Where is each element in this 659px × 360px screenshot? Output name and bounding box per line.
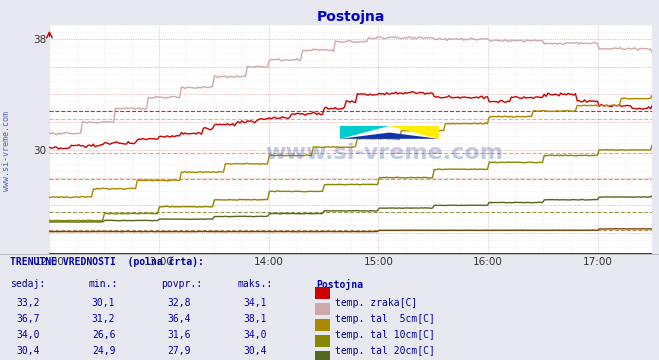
Text: 34,0: 34,0 [16, 330, 40, 340]
Text: povpr.:: povpr.: [161, 279, 202, 289]
Text: 36,4: 36,4 [167, 314, 191, 324]
Text: 36,7: 36,7 [16, 314, 40, 324]
Text: 26,6: 26,6 [92, 330, 115, 340]
FancyBboxPatch shape [315, 351, 330, 360]
Text: temp. tal 20cm[C]: temp. tal 20cm[C] [335, 346, 435, 356]
Text: 38,1: 38,1 [243, 314, 267, 324]
Text: temp. tal  5cm[C]: temp. tal 5cm[C] [335, 314, 435, 324]
Text: 31,2: 31,2 [92, 314, 115, 324]
Polygon shape [340, 132, 439, 139]
Text: 30,4: 30,4 [16, 346, 40, 356]
Text: maks.:: maks.: [237, 279, 272, 289]
Text: www.si-vreme.com: www.si-vreme.com [2, 111, 11, 191]
Text: 30,4: 30,4 [243, 346, 267, 356]
Title: Postojna: Postojna [317, 10, 385, 24]
FancyBboxPatch shape [315, 303, 330, 315]
Text: 32,8: 32,8 [167, 298, 191, 309]
Text: 34,0: 34,0 [243, 330, 267, 340]
Polygon shape [389, 126, 439, 139]
Text: min.:: min.: [89, 279, 119, 289]
Text: Postojna: Postojna [316, 279, 363, 290]
Text: temp. tal 10cm[C]: temp. tal 10cm[C] [335, 330, 435, 340]
Text: 24,9: 24,9 [92, 346, 115, 356]
Polygon shape [340, 126, 389, 139]
Text: www.si-vreme.com: www.si-vreme.com [265, 143, 503, 163]
Text: temp. zraka[C]: temp. zraka[C] [335, 298, 417, 309]
FancyBboxPatch shape [315, 335, 330, 347]
Text: sedaj:: sedaj: [10, 279, 45, 289]
FancyBboxPatch shape [315, 319, 330, 331]
Text: TRENUTNE VREDNOSTI  (polna črta):: TRENUTNE VREDNOSTI (polna črta): [10, 257, 204, 267]
FancyBboxPatch shape [315, 287, 330, 300]
Text: 34,1: 34,1 [243, 298, 267, 309]
Text: 30,1: 30,1 [92, 298, 115, 309]
Text: 33,2: 33,2 [16, 298, 40, 309]
Text: 31,6: 31,6 [167, 330, 191, 340]
Text: 27,9: 27,9 [167, 346, 191, 356]
